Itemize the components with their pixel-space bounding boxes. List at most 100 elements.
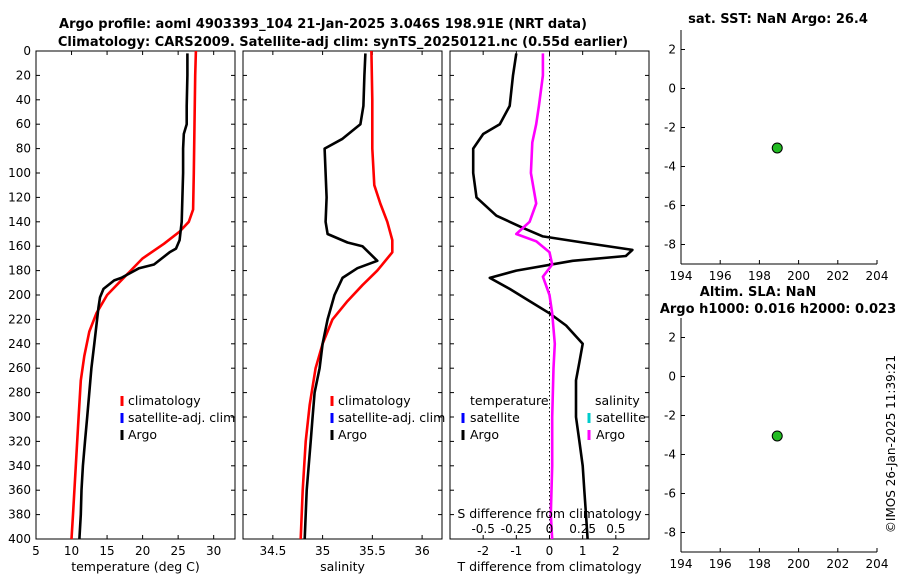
temperature-ytick-label-9: 180	[8, 264, 31, 278]
temperature-axes-frame	[35, 50, 236, 540]
salinity-panel: 34.5 35 35.5 36 salinity climatology satellite…	[242, 50, 445, 574]
temperature-ytick-label-19: 380	[8, 508, 31, 522]
sst-map-panel: 194 196 198 200 202 204 2 0 -2 -4 -6 -8	[664, 30, 888, 283]
difference-s-tick-label-4: 0.5	[606, 522, 625, 536]
difference-legend-temperature-satellite: satellite	[470, 410, 520, 425]
sla_map-xtick-label-5: 204	[866, 557, 889, 571]
salinity-xtick-label-0: 34.5	[259, 544, 286, 558]
difference-xtick-label-0: -2	[477, 544, 489, 558]
temperature-ytick-label-8: 160	[8, 239, 31, 253]
difference-xlabel: T difference from climatology	[456, 559, 642, 574]
difference-s-tick-label-0: -0.5	[471, 522, 494, 536]
sla_map-xtick-label-1: 196	[709, 557, 732, 571]
sst_map-ytick-label-3: -4	[664, 160, 676, 174]
sst_map-xtick-label-5: 204	[866, 269, 889, 283]
sla_map-xtick-label-0: 194	[670, 557, 693, 571]
salinity-line-climatology	[299, 50, 394, 540]
salinity-legend-label-0: climatology	[338, 393, 411, 408]
salinity-xtick-label-3: 36	[414, 544, 429, 558]
temperature-legend-label-1: satellite-adj. clim	[128, 410, 235, 425]
sla_map-float-marker-0	[771, 430, 783, 442]
temperature-ytick-label-6: 120	[8, 190, 31, 204]
sla_map-xtick-label-3: 200	[787, 557, 810, 571]
temperature-ytick-label-20: 400	[8, 532, 31, 546]
temperature-line-argo	[78, 53, 189, 540]
sst-map-title: sat. SST: NaN Argo: 26.4	[688, 12, 868, 27]
sst_map-float-marker-0	[771, 142, 783, 154]
sst_map-xtick-label-3: 200	[787, 269, 810, 283]
sst_map-xtick-label-1: 196	[709, 269, 732, 283]
sst_map-xtick-label-4: 202	[826, 269, 849, 283]
sla_map-ytick-label-2: -2	[664, 409, 676, 423]
sla_map-xtick-label-4: 202	[826, 557, 849, 571]
temperature-ytick-label-10: 200	[8, 288, 31, 302]
temperature-ytick-label-14: 280	[8, 386, 31, 400]
sla-map-title: Altim. SLA: NaN	[700, 285, 816, 300]
temperature-ytick-label-7: 140	[8, 215, 31, 229]
difference-s-axis-label: S difference from climatology	[457, 506, 642, 521]
difference-legend-temperature-argo: Argo	[470, 427, 499, 442]
difference-legend-salinity-heading: salinity	[595, 393, 640, 408]
temperature-ytick-label-4: 80	[16, 142, 31, 156]
sst_map-xtick-label-2: 198	[748, 269, 771, 283]
temperature-ytick-label-1: 20	[16, 68, 31, 82]
salinity-xtick-label-2: 35.5	[359, 544, 386, 558]
difference-line-temperature-argo	[471, 53, 634, 540]
sla-map-subtitle: Argo h1000: 0.016 h2000: 0.023	[660, 302, 896, 317]
sst_map-ytick-label-0: 2	[668, 43, 676, 57]
difference-legend-temperature-heading: temperature	[470, 393, 549, 408]
temperature-ytick-label-12: 240	[8, 337, 31, 351]
temperature-ytick-label-16: 320	[8, 434, 31, 448]
sla_map-xtick-label-2: 198	[748, 557, 771, 571]
difference-line-salinity-argo	[514, 53, 557, 540]
difference-xtick-label-4: 2	[612, 544, 620, 558]
salinity-axes-frame	[242, 50, 443, 540]
difference-legend-salinity-satellite: satellite	[596, 410, 646, 425]
sla_map-ytick-label-3: -4	[664, 448, 676, 462]
salinity-legend-label-2: Argo	[338, 427, 367, 442]
temperature-xtick-label-2: 15	[99, 544, 114, 558]
figure-title-line2: Climatology: CARS2009. Satellite-adj cli…	[58, 35, 628, 50]
difference-xtick-label-1: -1	[510, 544, 522, 558]
temperature-panel: 5 10 15 20 25 3002040608010012014016018020022…	[8, 44, 236, 574]
temperature-legend-label-0: climatology	[128, 393, 201, 408]
sla_map-ytick-label-5: -8	[664, 526, 676, 540]
difference-s-tick-label-3: 0.25	[569, 522, 596, 536]
sla_map-ytick-label-4: -6	[664, 487, 676, 501]
temperature-ytick-label-0: 0	[23, 44, 31, 58]
temperature-ytick-label-13: 260	[8, 361, 31, 375]
temperature-ytick-label-15: 300	[8, 410, 31, 424]
sst_map-xtick-label-0: 194	[670, 269, 693, 283]
temperature-xtick-label-3: 20	[135, 544, 150, 558]
temperature-xlabel: temperature (deg C)	[71, 559, 200, 574]
salinity-legend-label-1: satellite-adj. clim	[338, 410, 445, 425]
temperature-ytick-label-11: 220	[8, 312, 31, 326]
salinity-xlabel: salinity	[320, 559, 365, 574]
temperature-ytick-label-17: 340	[8, 459, 31, 473]
temperature-ytick-label-18: 360	[8, 483, 31, 497]
sst_map-ytick-label-5: -8	[664, 238, 676, 252]
sla_map-ytick-label-0: 2	[668, 331, 676, 345]
figure-title-line1: Argo profile: aoml 4903393_104 21-Jan-20…	[59, 17, 587, 32]
sla_map-ytick-label-1: 0	[668, 370, 676, 384]
salinity-line-argo	[303, 53, 379, 540]
difference-panel: -2 -1 0 1 2T difference from climatology -0.5…	[449, 50, 650, 574]
temperature-ytick-label-5: 100	[8, 166, 31, 180]
difference-xtick-label-2: 0	[546, 544, 554, 558]
sla-map-panel: 194 196 198 200 202 204 2 0 -2 -4 -6 -8	[664, 318, 888, 571]
temperature-legend-label-2: Argo	[128, 427, 157, 442]
temperature-ytick-label-2: 40	[16, 93, 31, 107]
sst_map-ytick-label-1: 0	[668, 82, 676, 96]
temperature-xtick-label-0: 5	[32, 544, 40, 558]
difference-s-tick-label-2: 0	[546, 522, 554, 536]
temperature-xtick-label-4: 25	[171, 544, 186, 558]
temperature-xtick-label-5: 30	[206, 544, 221, 558]
sst_map-ytick-label-2: -2	[664, 121, 676, 135]
difference-xtick-label-3: 1	[579, 544, 587, 558]
salinity-xtick-label-1: 35	[315, 544, 330, 558]
difference-s-tick-label-1: -0.25	[501, 522, 532, 536]
temperature-ytick-label-3: 60	[16, 117, 31, 131]
timestamp-label: ©IMOS 26-Jan-2025 11:39:21	[884, 355, 898, 533]
difference-legend-salinity-argo: Argo	[596, 427, 625, 442]
